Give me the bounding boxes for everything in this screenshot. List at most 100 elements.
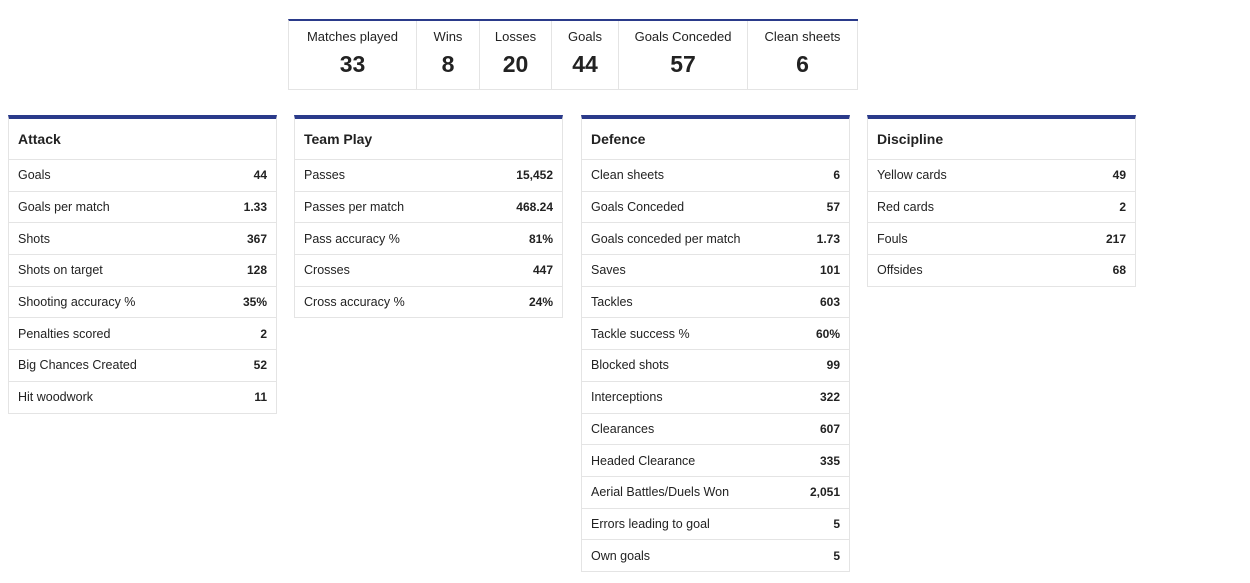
summary-stat: Matches played 33 bbox=[289, 21, 417, 89]
stat-label: Blocked shots bbox=[591, 358, 669, 373]
card-title: Defence bbox=[582, 119, 849, 160]
stat-label: Goals per match bbox=[18, 200, 110, 215]
stat-label: Yellow cards bbox=[877, 168, 947, 183]
stat-value: 2 bbox=[1119, 200, 1126, 215]
season-summary: Matches played 33 Wins 8 Losses 20 Goals 44 Goal… bbox=[288, 19, 858, 90]
stat-row: Pass accuracy % 81% bbox=[295, 223, 562, 256]
summary-stat: Losses 20 bbox=[480, 21, 552, 89]
stat-label: Big Chances Created bbox=[18, 358, 137, 373]
stat-row: Aerial Battles/Duels Won 2,051 bbox=[582, 477, 849, 509]
card-title: Attack bbox=[9, 119, 276, 160]
stat-value: 60% bbox=[815, 326, 840, 341]
stat-value: 322 bbox=[819, 390, 840, 405]
summary-stat-label: Goals bbox=[568, 29, 602, 44]
stat-label: Pass accuracy % bbox=[304, 231, 400, 246]
summary-stat-value: 20 bbox=[502, 51, 529, 77]
stat-row: Tackle success % 60% bbox=[582, 318, 849, 351]
stat-value: 468.24 bbox=[516, 200, 553, 215]
stat-row: Shots 367 bbox=[9, 223, 276, 256]
summary-stat-label: Matches played bbox=[306, 29, 399, 44]
stat-row: Yellow cards 49 bbox=[868, 160, 1135, 192]
stat-value: 335 bbox=[819, 453, 840, 468]
stat-row: Saves 101 bbox=[582, 255, 849, 287]
stat-value: 128 bbox=[246, 263, 267, 278]
stat-row: Big Chances Created 52 bbox=[9, 350, 276, 382]
card-title: Discipline bbox=[868, 119, 1135, 160]
stat-value: 99 bbox=[826, 358, 840, 373]
stat-value: 447 bbox=[532, 263, 553, 278]
stat-row: Tackles 603 bbox=[582, 287, 849, 319]
stat-value: 52 bbox=[253, 358, 267, 373]
stat-label: Shooting accuracy % bbox=[18, 295, 136, 310]
stat-row: Shooting accuracy % 35% bbox=[9, 287, 276, 319]
stat-row: Offsides 68 bbox=[868, 255, 1135, 287]
stat-label: Headed Clearance bbox=[591, 453, 696, 468]
stat-value: 367 bbox=[246, 231, 267, 246]
stat-label: Goals conceded per match bbox=[591, 231, 741, 246]
stat-value: 2,051 bbox=[809, 485, 840, 500]
stat-row: Errors leading to goal 5 bbox=[582, 509, 849, 541]
stat-label: Goals Conceded bbox=[591, 200, 685, 215]
stats-card-discipline: Discipline Yellow cards 49 Red cards 2 Fouls 2… bbox=[867, 115, 1136, 287]
stat-label: Shots on target bbox=[18, 263, 103, 278]
stat-value: 44 bbox=[253, 168, 267, 183]
stat-value: 81% bbox=[528, 231, 553, 246]
stat-row: Goals Conceded 57 bbox=[582, 192, 849, 224]
stat-value: 217 bbox=[1105, 231, 1126, 246]
summary-stat-value: 33 bbox=[339, 51, 366, 77]
stat-label: Goals bbox=[18, 168, 51, 183]
stat-label: Errors leading to goal bbox=[591, 516, 710, 531]
stat-row: Clean sheets 6 bbox=[582, 160, 849, 192]
stat-row: Fouls 217 bbox=[868, 223, 1135, 256]
stat-row: Red cards 2 bbox=[868, 192, 1135, 224]
stat-value: 603 bbox=[819, 295, 840, 310]
stat-value: 2 bbox=[260, 326, 267, 341]
stat-row: Hit woodwork 11 bbox=[9, 382, 276, 414]
stat-row: Passes 15,452 bbox=[295, 160, 562, 192]
summary-stat-label: Clean sheets bbox=[764, 29, 841, 44]
summary-stat-value: 6 bbox=[796, 51, 809, 77]
stat-label: Crosses bbox=[304, 263, 350, 278]
stat-row: Crosses 447 bbox=[295, 255, 562, 287]
stat-label: Cross accuracy % bbox=[304, 295, 405, 310]
stat-row: Goals conceded per match 1.73 bbox=[582, 223, 849, 256]
stat-row: Cross accuracy % 24% bbox=[295, 287, 562, 319]
stat-label: Tackles bbox=[591, 295, 633, 310]
stat-value: 5 bbox=[833, 548, 840, 563]
stat-label: Clean sheets bbox=[591, 168, 664, 183]
stat-row: Goals 44 bbox=[9, 160, 276, 192]
stat-row: Shots on target 128 bbox=[9, 255, 276, 287]
stat-value: 15,452 bbox=[516, 168, 553, 183]
stat-row: Clearances 607 bbox=[582, 414, 849, 446]
stat-value: 68 bbox=[1112, 263, 1126, 278]
card-title: Team Play bbox=[295, 119, 562, 160]
summary-stat-value: 8 bbox=[441, 51, 455, 77]
summary-stat: Wins 8 bbox=[417, 21, 480, 89]
summary-stat-label: Wins bbox=[433, 29, 463, 44]
stat-value: 11 bbox=[254, 390, 267, 405]
stat-value: 1.33 bbox=[243, 200, 267, 215]
stat-label: Red cards bbox=[877, 200, 934, 215]
stat-row: Own goals 5 bbox=[582, 540, 849, 572]
stat-label: Passes bbox=[304, 168, 345, 183]
stat-label: Hit woodwork bbox=[18, 390, 94, 405]
stat-label: Own goals bbox=[591, 548, 651, 563]
stat-label: Tackle success % bbox=[591, 326, 690, 341]
stat-row: Interceptions 322 bbox=[582, 382, 849, 414]
stat-row: Blocked shots 99 bbox=[582, 350, 849, 382]
stat-value: 49 bbox=[1112, 168, 1126, 183]
stat-value: 24% bbox=[528, 295, 553, 310]
stats-card-defence: Defence Clean sheets 6 Goals Conceded 57 Goal… bbox=[581, 115, 850, 572]
stat-label: Clearances bbox=[591, 421, 655, 436]
summary-stat: Clean sheets 6 bbox=[748, 21, 858, 89]
stat-value: 1.73 bbox=[816, 231, 840, 246]
stat-row: Passes per match 468.24 bbox=[295, 192, 562, 224]
stat-value: 6 bbox=[833, 168, 840, 183]
stats-card-team-play: Team Play Passes 15,452 Passes per match 468… bbox=[294, 115, 563, 319]
summary-stat: Goals 44 bbox=[552, 21, 619, 89]
stat-value: 101 bbox=[819, 263, 840, 278]
stat-value: 57 bbox=[826, 200, 840, 215]
summary-stat-value: 44 bbox=[572, 51, 598, 77]
summary-stat-label: Losses bbox=[494, 29, 537, 44]
stat-value: 607 bbox=[819, 421, 840, 436]
